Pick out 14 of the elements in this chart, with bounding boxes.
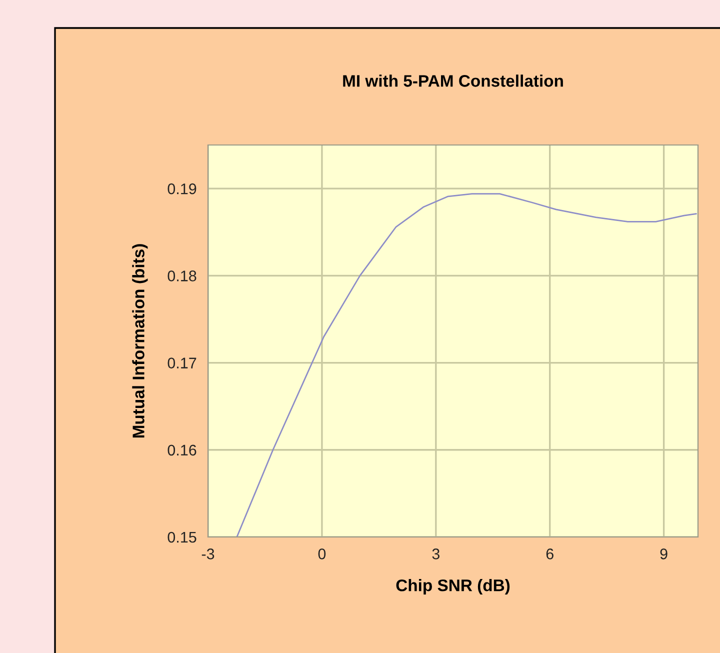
x-tick-label: 6 (546, 548, 554, 560)
chart-title: MI with 5-PAM Constellation (343, 74, 563, 87)
line-series (236, 193, 697, 537)
y-tick-label: 0.16 (168, 444, 196, 456)
x-tick-label: 0 (318, 548, 326, 560)
x-tick-label: 3 (432, 548, 440, 560)
x-tick-label: 9 (660, 548, 668, 560)
y-tick-label: 0.18 (168, 270, 196, 282)
y-tick-label: 0.15 (168, 532, 196, 543)
y-axis-title: Mutual Information (bits) (132, 244, 148, 438)
y-tick-label: 0.17 (168, 358, 196, 368)
x-axis-title: Chip SNR (dB) (396, 579, 510, 595)
y-tick-label: 0.19 (168, 183, 196, 194)
x-tick-label: -3 (202, 548, 214, 560)
